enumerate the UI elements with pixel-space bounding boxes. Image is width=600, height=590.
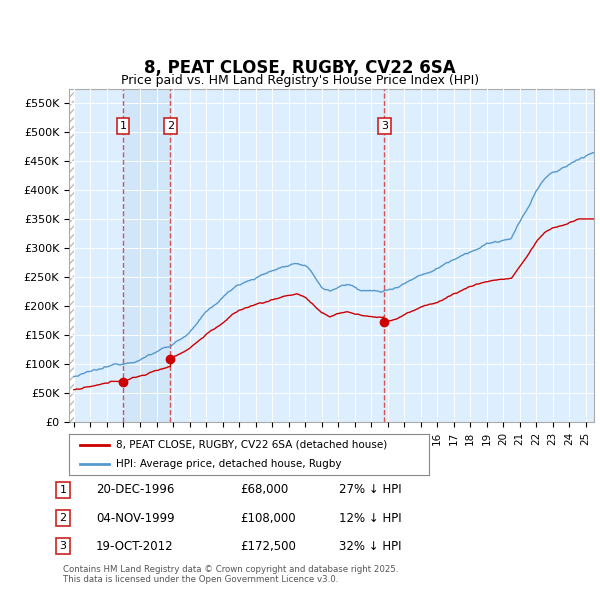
Text: 20-DEC-1996: 20-DEC-1996 [96,483,175,496]
Text: 04-NOV-1999: 04-NOV-1999 [96,512,175,525]
Text: 3: 3 [59,542,67,551]
Text: Contains HM Land Registry data © Crown copyright and database right 2025.
This d: Contains HM Land Registry data © Crown c… [63,565,398,584]
Text: 2: 2 [59,513,67,523]
Text: 3: 3 [381,121,388,131]
Text: 27% ↓ HPI: 27% ↓ HPI [339,483,401,496]
Text: £68,000: £68,000 [240,483,288,496]
Text: 8, PEAT CLOSE, RUGBY, CV22 6SA (detached house): 8, PEAT CLOSE, RUGBY, CV22 6SA (detached… [116,440,387,450]
Text: 1: 1 [119,121,127,131]
Text: £172,500: £172,500 [240,540,296,553]
Text: £108,000: £108,000 [240,512,296,525]
Text: 2: 2 [167,121,174,131]
Text: 32% ↓ HPI: 32% ↓ HPI [339,540,401,553]
Text: HPI: Average price, detached house, Rugby: HPI: Average price, detached house, Rugb… [116,459,341,469]
Text: 12% ↓ HPI: 12% ↓ HPI [339,512,401,525]
Bar [69,88,74,422]
Text: 19-OCT-2012: 19-OCT-2012 [96,540,173,553]
Text: Price paid vs. HM Land Registry's House Price Index (HPI): Price paid vs. HM Land Registry's House … [121,74,479,87]
Text: 1: 1 [59,485,67,494]
Bar [123,88,170,422]
Text: 8, PEAT CLOSE, RUGBY, CV22 6SA: 8, PEAT CLOSE, RUGBY, CV22 6SA [144,58,456,77]
